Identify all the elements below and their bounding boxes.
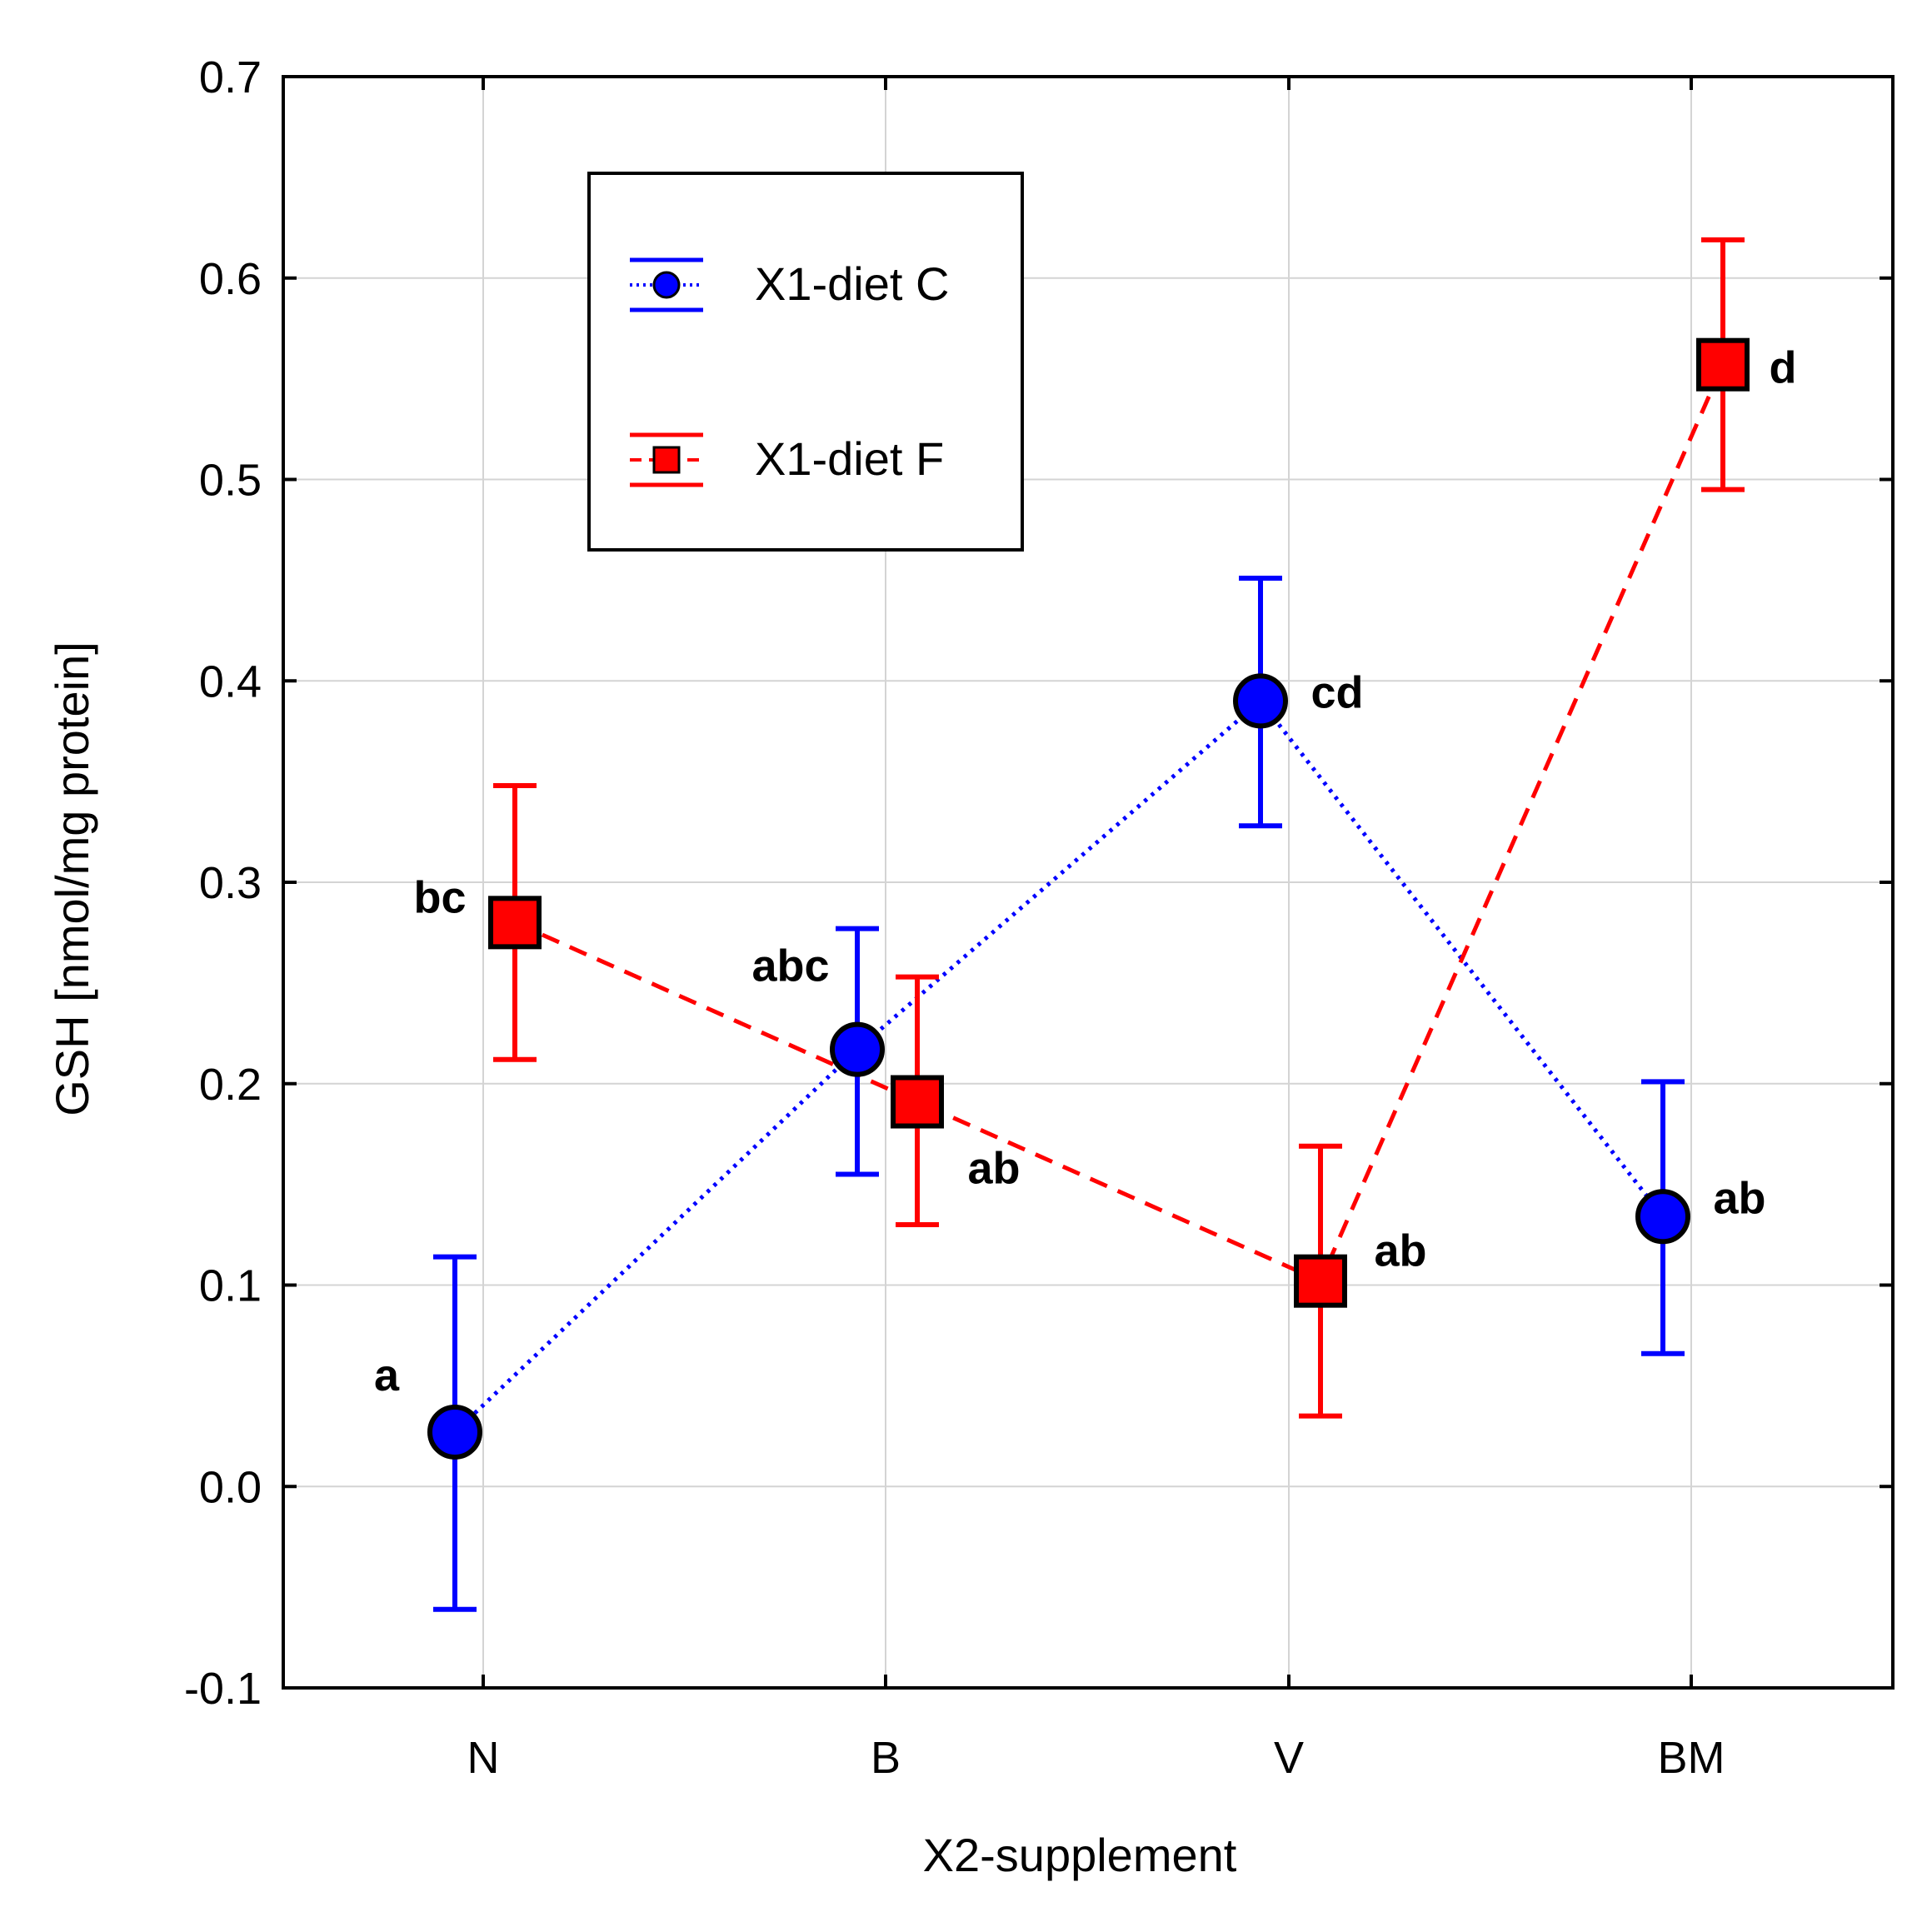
significance-label-diet-f: bc bbox=[413, 872, 466, 922]
series: a abc cd ab bc ab ab d bbox=[374, 237, 1797, 1612]
significance-label-diet-c: abc bbox=[751, 941, 829, 991]
y-tick-label: 0.3 bbox=[199, 858, 262, 908]
data-point-diet-f bbox=[891, 1075, 944, 1129]
significance-label-diet-c: cd bbox=[1310, 667, 1363, 717]
x-tick-label: V bbox=[1274, 1733, 1304, 1783]
x-axis-title: X2-supplement bbox=[923, 1829, 1237, 1881]
y-tick-label: 0.4 bbox=[199, 656, 262, 706]
y-axis-title: GSH [nmol/mg protein] bbox=[46, 641, 98, 1116]
series-line-diet-f bbox=[513, 363, 1725, 1284]
series-line-diet-c bbox=[453, 697, 1665, 1434]
significance-label-diet-f: d bbox=[1770, 343, 1797, 393]
legend-marker-diet-c bbox=[652, 271, 681, 299]
x-tick-label: BM bbox=[1658, 1733, 1725, 1783]
y-tick-label: 0.1 bbox=[199, 1261, 262, 1311]
y-tick-label: 0.7 bbox=[199, 52, 262, 102]
significance-label-diet-c: a bbox=[374, 1350, 400, 1400]
data-point-diet-f bbox=[1696, 337, 1750, 392]
significance-label-diet-c: ab bbox=[1713, 1173, 1765, 1223]
significance-label-diet-f: ab bbox=[967, 1144, 1020, 1194]
legend-label-diet-c: X1-diet C bbox=[755, 257, 949, 310]
x-tick-label: N bbox=[467, 1733, 500, 1783]
y-tick-label: 0.0 bbox=[199, 1462, 262, 1512]
data-point-diet-c bbox=[1635, 1189, 1690, 1245]
legend: X1-diet C X1-diet F bbox=[587, 172, 1024, 552]
data-point-diet-c bbox=[830, 1021, 885, 1077]
legend-box bbox=[587, 172, 1024, 552]
x-tick-label: B bbox=[871, 1733, 901, 1783]
grid-lines bbox=[283, 76, 1893, 1689]
y-tick-label: 0.5 bbox=[199, 456, 262, 506]
significance-label-diet-f: ab bbox=[1374, 1226, 1426, 1276]
data-point-diet-c bbox=[1233, 673, 1288, 729]
legend-marker-diet-f bbox=[652, 446, 681, 474]
data-point-diet-f bbox=[488, 896, 542, 950]
data-point-diet-f bbox=[1294, 1254, 1347, 1308]
data-point-diet-c bbox=[427, 1404, 482, 1460]
legend-label-diet-f: X1-diet F bbox=[755, 432, 944, 485]
y-tick-label: 0.6 bbox=[199, 254, 262, 304]
y-tick-label: -0.1 bbox=[184, 1664, 262, 1714]
axes: -0.1 0.0 0.1 0.2 0.3 0.4 0.5 0.6 0.7 N B V BM X2-supp… bbox=[46, 52, 1895, 1881]
y-tick-label: 0.2 bbox=[199, 1060, 262, 1110]
